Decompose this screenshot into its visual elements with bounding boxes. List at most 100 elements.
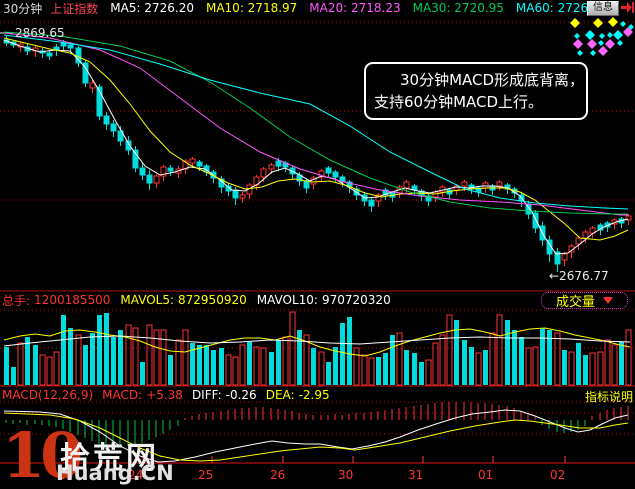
x-axis-label: 01 (478, 468, 494, 482)
collapse-arrow-icon[interactable] (620, 1, 634, 14)
volume-bar (547, 330, 552, 385)
candle-body (125, 140, 132, 151)
decor-diamond-icon (574, 33, 580, 39)
volume-bar (68, 328, 73, 385)
volume-bar (462, 340, 467, 385)
candle-body (582, 231, 589, 239)
volume-bar (496, 314, 503, 386)
volume-bar (318, 351, 325, 386)
volume-bar (519, 337, 524, 385)
volume-bar (353, 347, 360, 386)
candle-body (368, 199, 375, 207)
mavol5-line (3, 327, 631, 357)
volume-bar (597, 351, 604, 386)
volume-bar (118, 330, 123, 385)
diff-label: DIFF: (191, 387, 222, 402)
decor-diamond-icon (599, 33, 605, 39)
volume-bar (390, 335, 395, 385)
volume-bar (225, 354, 232, 386)
volume-bar (25, 337, 30, 385)
volume-bar (311, 348, 316, 385)
candle-body (82, 62, 89, 84)
volume-bar (182, 329, 189, 386)
period-label: 30分钟 (3, 1, 43, 16)
volume-bar (361, 354, 368, 386)
volume-bar (505, 320, 510, 385)
ma-legend: MA5: 2726.20 MA10: 2718.97 MA20: 2718.23 MA… (98, 1, 607, 15)
volume-bar (153, 329, 160, 386)
candle-body (103, 115, 110, 125)
candle-body (153, 175, 160, 184)
candle-body (167, 167, 174, 172)
volume-bar (190, 343, 195, 385)
volume-bar (17, 342, 24, 386)
dea-label: DEA: (265, 387, 295, 402)
volume-bar (532, 346, 539, 386)
ma10-line (3, 37, 629, 241)
candle-body (375, 194, 382, 202)
volume-header: 总手: 1200185500 MAVOL5: 872950920 MAVOL10… (2, 293, 391, 308)
ma60-line (3, 34, 629, 210)
decor-diamond-icon (593, 18, 603, 28)
mavol5-value: 872950920 (178, 293, 247, 307)
mavol10-line (3, 335, 631, 347)
volume-bar (326, 362, 331, 385)
volume-bar (404, 350, 409, 385)
volume-bar (540, 328, 545, 385)
volume-bar (204, 345, 209, 385)
volume-bar (439, 334, 446, 386)
candle-body (303, 180, 310, 189)
decor-diamond-icon (607, 32, 613, 38)
volume-bar (576, 343, 581, 385)
candle-body (132, 149, 139, 169)
volume-bar (525, 347, 532, 386)
candle-body (432, 191, 439, 198)
volume-bar (111, 337, 116, 385)
volume-bar (297, 330, 302, 385)
volume-bar (197, 345, 202, 385)
volume-bar (39, 354, 46, 386)
info-button[interactable]: 信息 (587, 1, 619, 16)
volume-bar (489, 332, 496, 386)
candle-body (546, 239, 553, 255)
annotation-line2: 支持60分钟MACD上行。 (374, 93, 544, 111)
volume-bar (340, 323, 345, 385)
dea-value: -2.95 (298, 387, 330, 402)
indicator-help-link[interactable]: 指标说明 (585, 390, 634, 404)
candle-body (110, 123, 117, 132)
candle-body (403, 181, 410, 189)
volume-indicator-selector[interactable]: 成交量 (541, 292, 628, 310)
mavol10-label: MAVOL10: (256, 293, 318, 307)
candle-body (239, 194, 246, 199)
volume-bar (554, 332, 561, 386)
volume-bar (160, 329, 167, 386)
dropdown-arrow-icon[interactable] (603, 297, 613, 304)
decor-diamond-icon (623, 27, 633, 37)
volume-bar (611, 344, 618, 386)
macd-header: MACD(12,26,9) MACD: +5.38 DIFF: -0.26 DE… (2, 387, 330, 402)
volume-bar (253, 346, 260, 386)
volume-bar (269, 352, 274, 385)
candle-body (496, 181, 503, 187)
volume-bar (475, 352, 482, 386)
candle-body (189, 158, 196, 164)
candle-body (139, 167, 146, 176)
candle-body (554, 251, 561, 265)
volume-bar (469, 347, 474, 385)
symbol-label: 上证指数 (50, 1, 99, 16)
watermark-number: 10 (2, 419, 83, 489)
decor-diamond-icon (585, 30, 595, 40)
candle-body (89, 82, 96, 89)
candle-body (575, 237, 582, 245)
watermark-site-name: 拾荒网 (60, 441, 159, 476)
volume-bar (104, 313, 109, 385)
diff-value: -0.26 (225, 387, 257, 402)
candle-body (589, 227, 596, 234)
decor-diamond-icon (587, 39, 597, 49)
volume-bar (383, 353, 388, 385)
x-axis-label: 02 (550, 468, 566, 482)
volume-selector-label: 成交量 (555, 295, 595, 310)
volume-bar (53, 351, 60, 386)
